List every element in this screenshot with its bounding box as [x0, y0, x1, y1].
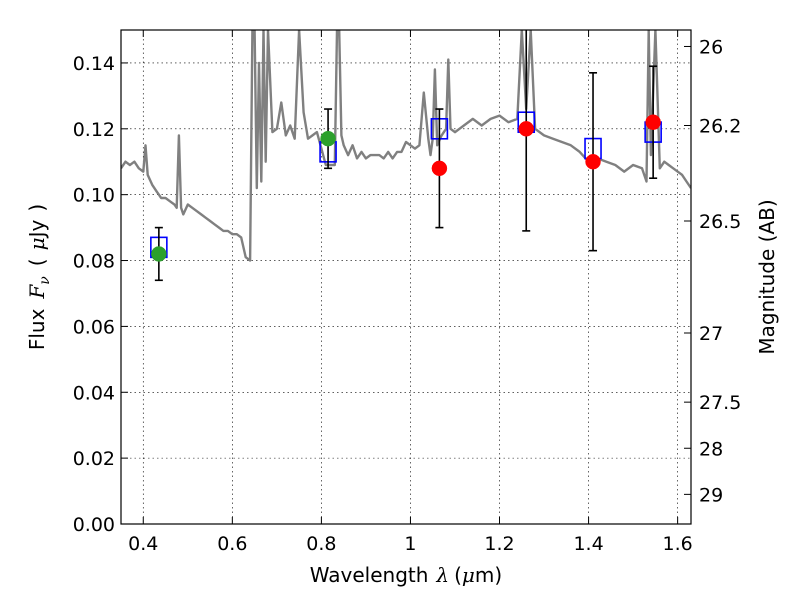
left-y-axis-mu: μ: [25, 237, 49, 250]
model-spectrum-line: [121, 30, 691, 262]
x-axis-label-text: Wavelength: [310, 563, 429, 587]
right-tick-label: 27.5: [699, 392, 741, 414]
left-y-axis-label-text: Flux: [25, 308, 49, 350]
observed-point: [151, 246, 167, 262]
y-tick-label: 0.00: [73, 514, 115, 536]
x-axis-label: Wavelength λ (μm): [310, 563, 502, 587]
y-tick-label: 0.14: [73, 53, 115, 75]
right-tick-label: 26.2: [699, 116, 741, 138]
observed-point: [585, 153, 601, 170]
y-tick-label: 0.04: [73, 382, 115, 404]
x-tick-label: 0.8: [306, 533, 336, 555]
y-tick-label: 0.02: [73, 448, 115, 470]
y-tick-label: 0.08: [73, 251, 115, 273]
x-tick-label: 1.6: [663, 533, 693, 555]
plot-frame: [120, 29, 692, 525]
left-y-axis-symbol: F: [25, 284, 49, 300]
model-spectrum: [121, 30, 691, 262]
x-tick-label: 0.4: [128, 533, 158, 555]
x-axis-unit-open: (: [454, 563, 462, 587]
left-y-axis-subscript: ν: [37, 276, 53, 285]
observed-point: [431, 160, 448, 177]
right-tick-label: 28: [699, 438, 723, 460]
observed-point: [320, 130, 336, 147]
right-tick-label: 26: [699, 36, 723, 58]
left-y-axis-unit: Jy: [25, 219, 49, 239]
x-axis-unit-mu: μ: [462, 563, 475, 587]
left-y-axis-open: (: [25, 258, 49, 266]
grid-lines: [121, 30, 691, 525]
y-tick-label: 0.12: [73, 119, 115, 141]
right-y-axis-label: Magnitude (AB): [755, 199, 779, 354]
left-y-axis-label: Flux Fν ( μJy): [25, 204, 53, 350]
axis-ticks: 0.4 0.6 0.8 1 1.2 1.4 1.6 0.00 0.02 0.04 0.06 0.08 0…: [73, 30, 741, 555]
x-tick-label: 1: [404, 533, 416, 555]
right-tick-label: 26.5: [699, 211, 741, 233]
observed-photometry: [151, 30, 661, 282]
right-tick-label: 27: [699, 323, 723, 345]
plot-background: [121, 30, 691, 524]
x-tick-label: 1.2: [484, 533, 514, 555]
y-tick-label: 0.06: [73, 316, 115, 338]
left-y-axis-close: ): [25, 204, 49, 212]
x-axis-label-symbol: λ: [435, 563, 449, 587]
x-tick-label: 0.6: [217, 533, 247, 555]
x-axis-unit-rest: m): [475, 563, 502, 587]
observed-point: [518, 121, 534, 137]
x-tick-label: 1.4: [573, 533, 603, 555]
right-tick-label: 29: [699, 484, 723, 506]
y-tick-label: 0.10: [73, 185, 115, 207]
observed-point: [645, 114, 661, 130]
